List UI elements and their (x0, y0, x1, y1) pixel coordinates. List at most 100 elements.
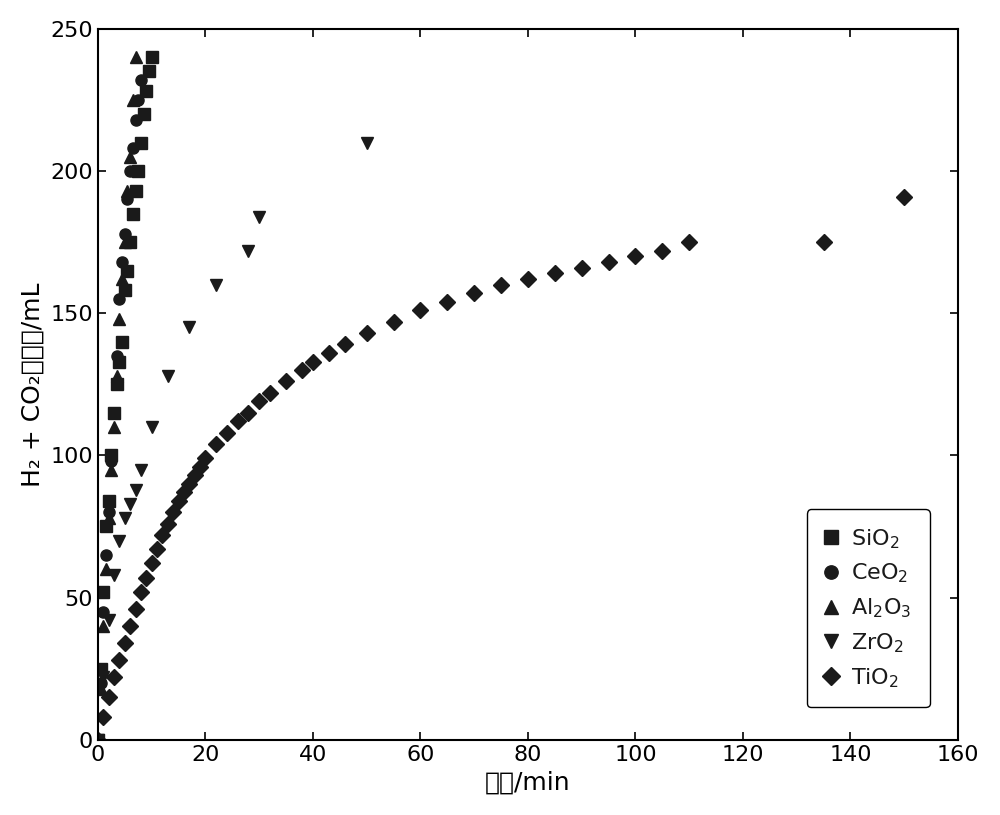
TiO₂ (113, 655, 125, 665)
CeO₂ (95, 678, 107, 688)
ZrO₂ (124, 499, 136, 509)
ZrO₂ (146, 422, 158, 432)
Al₂O₃ (108, 422, 120, 432)
TiO₂ (898, 192, 910, 201)
TiO₂ (603, 257, 615, 267)
TiO₂ (468, 289, 480, 298)
TiO₂ (183, 479, 195, 489)
TiO₂ (92, 735, 104, 745)
TiO₂ (162, 518, 174, 528)
Al₂O₃ (95, 684, 107, 694)
TiO₂ (683, 237, 695, 247)
Legend: SiO$_2$, CeO$_2$, Al$_2$O$_3$, ZrO$_2$, TiO$_2$: SiO$_2$, CeO$_2$, Al$_2$O$_3$, ZrO$_2$, … (807, 509, 930, 707)
SiO₂ (146, 52, 158, 62)
TiO₂ (242, 408, 254, 417)
SiO₂ (132, 166, 144, 176)
Al₂O₃ (103, 513, 115, 523)
CeO₂ (103, 508, 115, 518)
SiO₂ (116, 337, 128, 346)
TiO₂ (522, 274, 534, 284)
ZrO₂ (242, 246, 254, 256)
TiO₂ (108, 672, 120, 682)
Al₂O₃ (113, 314, 125, 324)
TiO₂ (151, 544, 163, 554)
CeO₂ (119, 229, 131, 239)
Line: SiO₂: SiO₂ (92, 51, 157, 745)
Al₂O₃ (121, 186, 133, 196)
TiO₂ (130, 604, 142, 614)
ZrO₂ (162, 371, 174, 381)
SiO₂ (127, 209, 139, 218)
ZrO₂ (253, 212, 265, 222)
CeO₂ (116, 257, 128, 267)
CeO₂ (100, 550, 112, 560)
SiO₂ (103, 496, 115, 506)
CeO₂ (132, 95, 144, 105)
ZrO₂ (108, 570, 120, 579)
ZrO₂ (92, 735, 104, 745)
ZrO₂ (113, 535, 125, 545)
SiO₂ (92, 735, 104, 745)
TiO₂ (339, 340, 351, 350)
TiO₂ (194, 462, 206, 472)
CeO₂ (111, 351, 123, 361)
TiO₂ (280, 377, 292, 386)
CeO₂ (108, 408, 120, 417)
ZrO₂ (97, 672, 109, 682)
TiO₂ (253, 396, 265, 406)
TiO₂ (264, 388, 276, 398)
ZrO₂ (119, 513, 131, 523)
SiO₂ (119, 285, 131, 295)
TiO₂ (210, 439, 222, 449)
Line: Al₂O₃: Al₂O₃ (92, 51, 141, 745)
SiO₂ (130, 186, 142, 196)
CeO₂ (92, 735, 104, 745)
TiO₂ (414, 306, 426, 315)
CeO₂ (113, 294, 125, 304)
CeO₂ (97, 607, 109, 617)
Line: TiO₂: TiO₂ (92, 191, 910, 745)
TiO₂ (495, 280, 507, 289)
TiO₂ (296, 365, 308, 375)
TiO₂ (140, 573, 152, 583)
TiO₂ (441, 297, 453, 306)
TiO₂ (146, 558, 158, 568)
SiO₂ (113, 357, 125, 367)
TiO₂ (97, 712, 109, 722)
CeO₂ (130, 115, 142, 125)
TiO₂ (189, 470, 201, 480)
TiO₂ (173, 496, 185, 506)
Al₂O₃ (92, 735, 104, 745)
Al₂O₃ (116, 274, 128, 284)
TiO₂ (549, 268, 561, 278)
SiO₂ (121, 266, 133, 275)
SiO₂ (140, 86, 152, 96)
TiO₂ (818, 237, 830, 247)
CeO₂ (124, 166, 136, 176)
TiO₂ (576, 262, 588, 272)
ZrO₂ (130, 485, 142, 495)
Al₂O₃ (105, 465, 117, 474)
TiO₂ (119, 638, 131, 648)
CeO₂ (121, 195, 133, 205)
TiO₂ (323, 348, 335, 358)
ZrO₂ (183, 323, 195, 333)
TiO₂ (629, 252, 641, 262)
TiO₂ (178, 487, 190, 497)
TiO₂ (388, 317, 400, 327)
SiO₂ (105, 451, 117, 460)
Al₂O₃ (119, 237, 131, 247)
SiO₂ (111, 380, 123, 390)
Al₂O₃ (97, 621, 109, 631)
Al₂O₃ (100, 564, 112, 574)
SiO₂ (143, 67, 155, 77)
SiO₂ (95, 663, 107, 673)
SiO₂ (97, 587, 109, 597)
Al₂O₃ (130, 52, 142, 62)
ZrO₂ (103, 615, 115, 625)
TiO₂ (156, 530, 168, 540)
ZrO₂ (210, 280, 222, 289)
SiO₂ (135, 138, 147, 148)
TiO₂ (124, 621, 136, 631)
Line: ZrO₂: ZrO₂ (92, 137, 372, 745)
